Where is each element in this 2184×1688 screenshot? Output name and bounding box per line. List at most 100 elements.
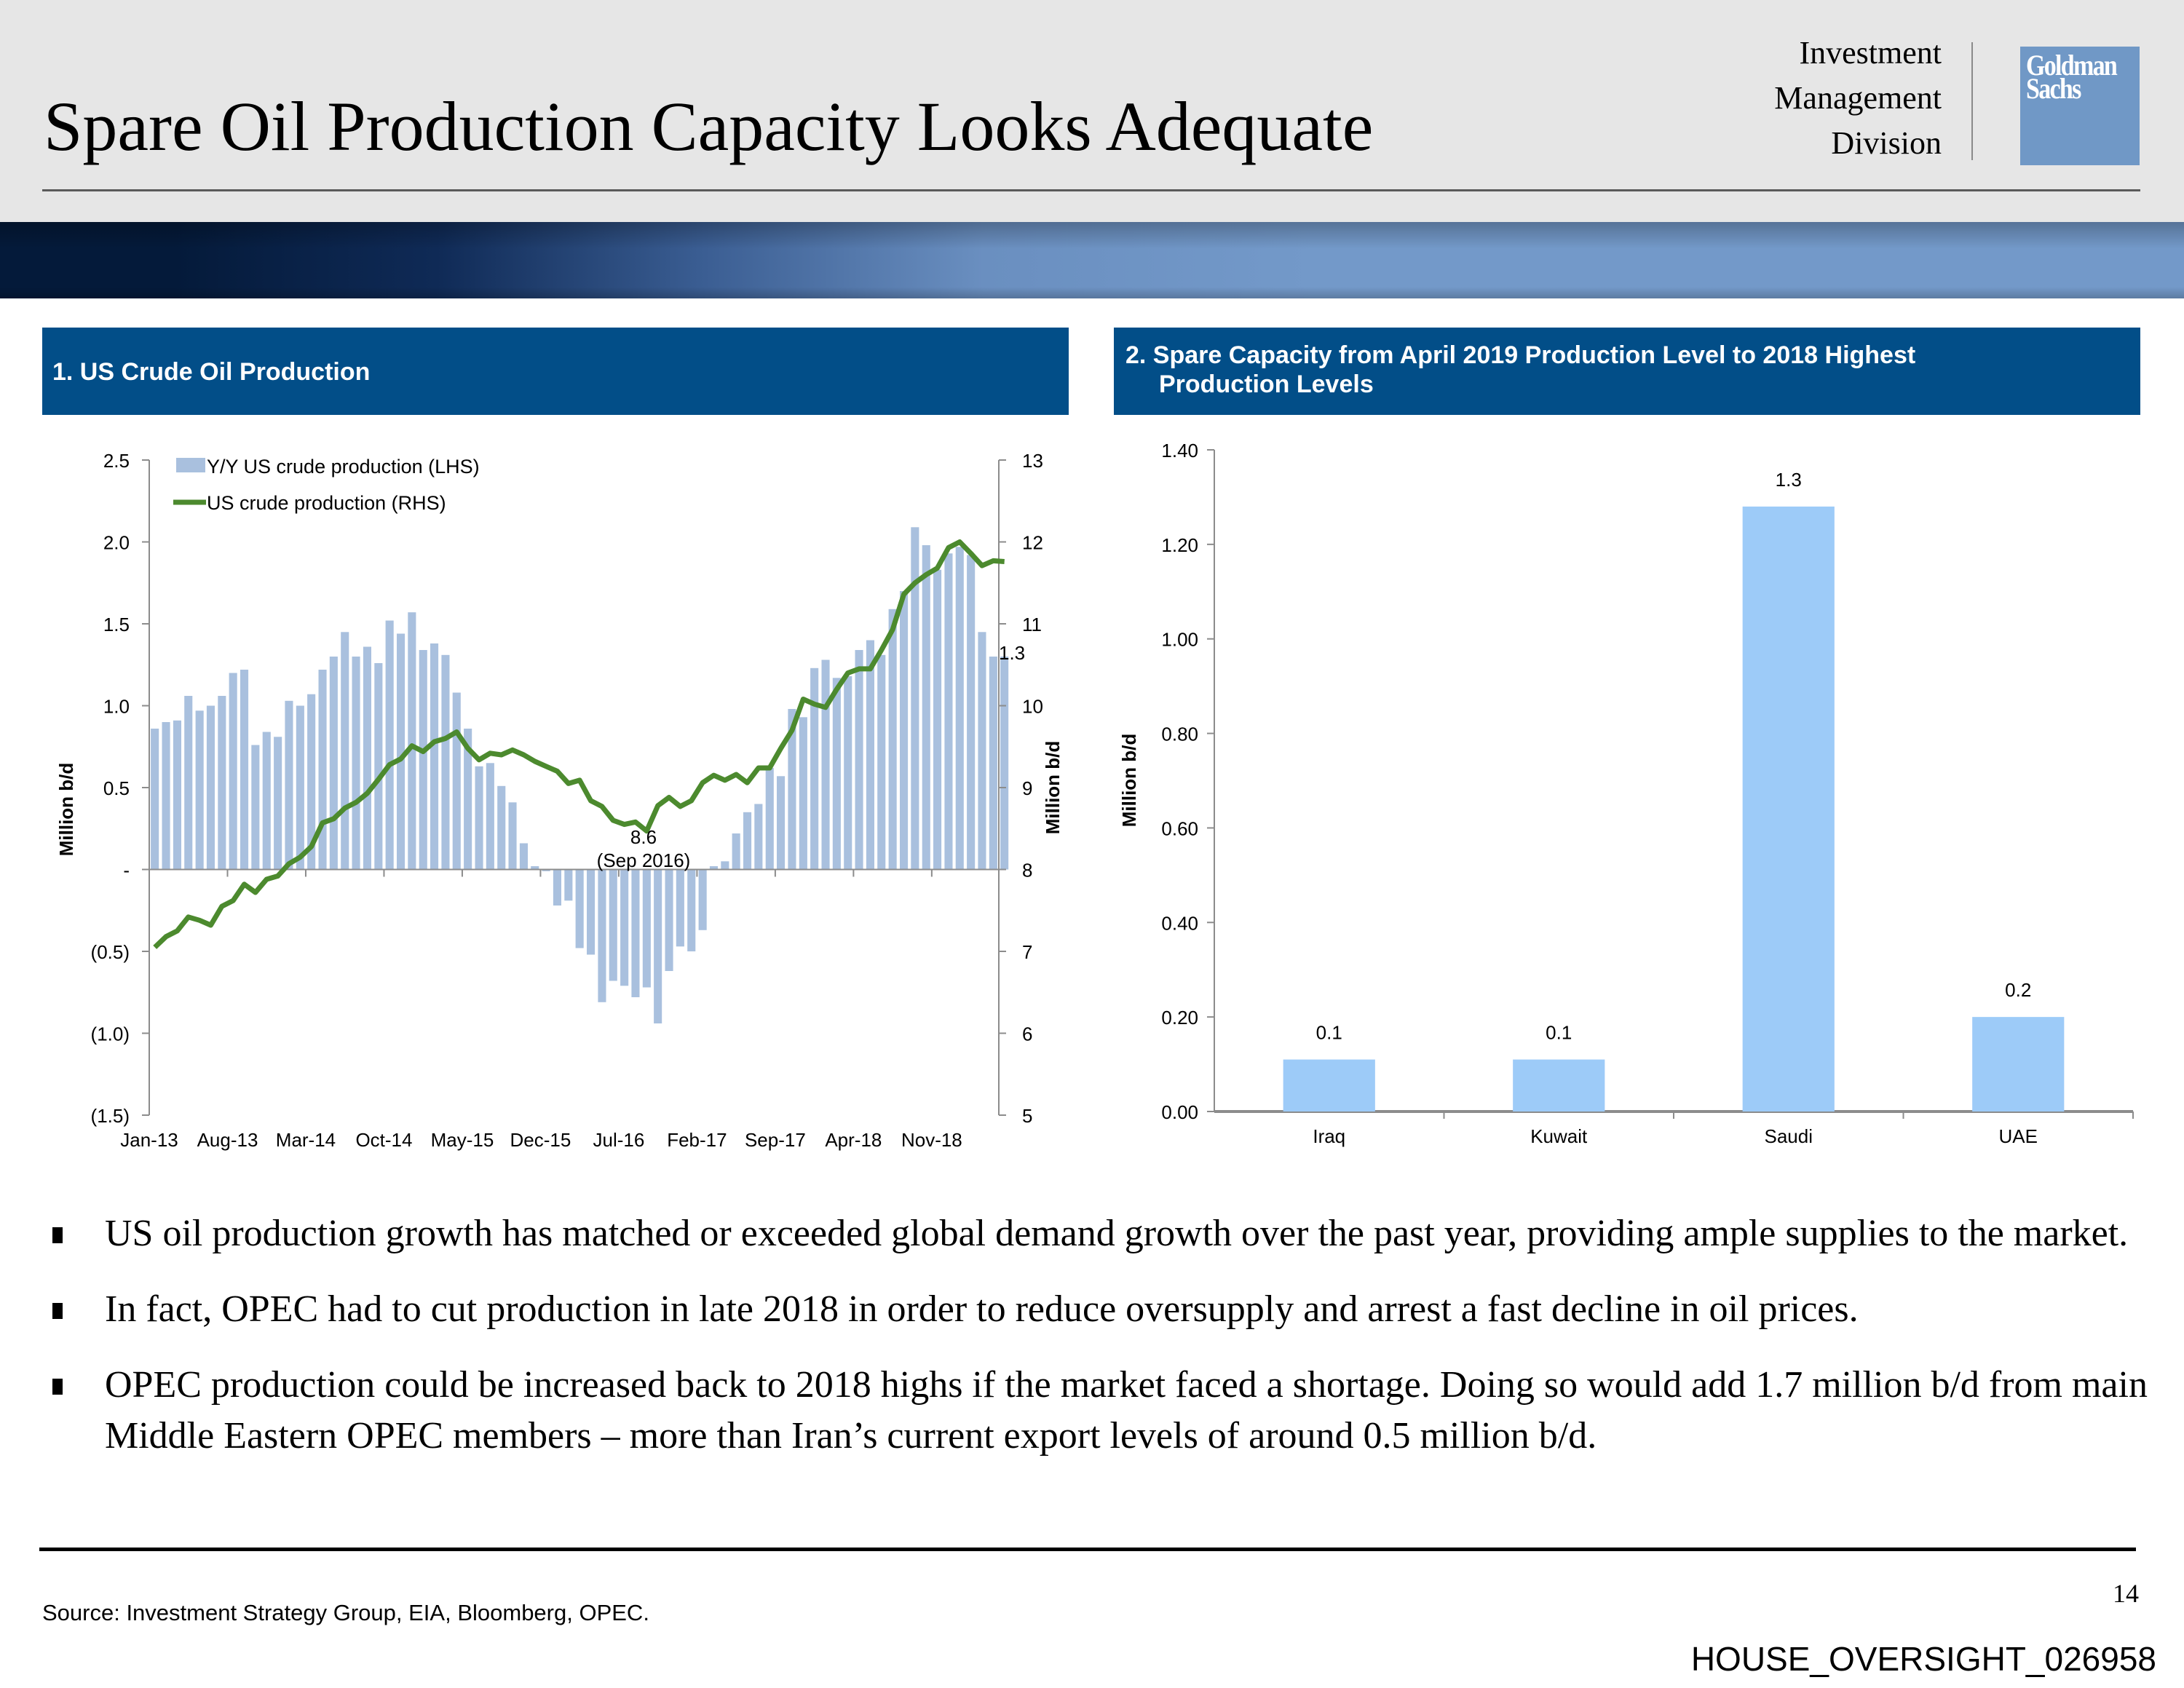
yoy-bar xyxy=(497,785,506,870)
chart2-y-tick-label: 0.60 xyxy=(1161,817,1198,839)
panel-1-header: 1. US Crude Oil Production xyxy=(42,328,1069,415)
chart2-data-labels: 0.1 0.1 1.3 0.2 xyxy=(1316,469,2032,1044)
yoy-bar xyxy=(967,555,976,870)
panel-1-title: 1. US Crude Oil Production xyxy=(52,358,371,386)
yoy-bar xyxy=(609,869,617,981)
bullet-text: US oil production growth has matched or … xyxy=(105,1213,2129,1254)
chart2-category-label: UAE xyxy=(1999,1125,2038,1147)
yoy-bar xyxy=(676,869,684,947)
yoy-bar xyxy=(665,869,673,971)
bullet-square-icon xyxy=(52,1379,63,1395)
yoy-bar xyxy=(251,745,260,870)
chart2-y-tick-labels: 0.00 0.20 0.40 0.60 0.80 1.00 1.20 1.40 xyxy=(1161,440,1198,1123)
right-axis-tick-labels: 13 12 11 10 9 8 7 6 5 xyxy=(1022,450,1043,1127)
yoy-bar xyxy=(464,729,472,870)
chart2-category-label: Saudi xyxy=(1765,1125,1813,1147)
x-axis-tick-labels: Jan-13 Aug-13 Mar-14 Oct-14 May-15 Dec-15 Jul-… xyxy=(120,1129,962,1151)
us-crude-production-chart: 2.5 2.0 1.5 1.0 0.5 - (0.5) (1.0) (1.5) 13 12 11 10… xyxy=(55,450,1064,1151)
yoy-bar xyxy=(408,612,416,870)
right-axis-tick-label: 7 xyxy=(1022,941,1032,963)
yoy-bar xyxy=(955,547,964,870)
production-line xyxy=(153,539,1005,949)
footer-rule xyxy=(39,1548,2136,1551)
bullet-item: US oil production growth has matched or … xyxy=(44,1208,2155,1259)
source-note: Source: Investment Strategy Group, EIA, … xyxy=(42,1600,649,1625)
yoy-bar xyxy=(911,527,919,870)
left-axis-tick-label: 2.5 xyxy=(103,450,130,472)
right-axis-tick-label: 11 xyxy=(1022,614,1042,635)
yoy-bar xyxy=(721,861,729,870)
division-line-1: Investment xyxy=(1799,35,1942,71)
yoy-bar xyxy=(821,659,830,870)
yoy-bar xyxy=(508,802,517,870)
bullet-text: OPEC production could be increased back … xyxy=(105,1364,2148,1457)
yoy-bar xyxy=(810,667,819,870)
header-separator xyxy=(1971,42,1973,160)
yoy-bar xyxy=(363,646,371,870)
left-axis-tick-label: (1.5) xyxy=(91,1105,130,1127)
x-axis-tick-label: Mar-14 xyxy=(276,1129,336,1151)
yoy-bar xyxy=(262,732,271,870)
chart2-data-label: 0.1 xyxy=(1316,1022,1342,1044)
page-number: 14 xyxy=(2113,1579,2139,1608)
division-line-2: Management xyxy=(1774,80,1942,116)
right-axis-tick-label: 9 xyxy=(1022,777,1032,799)
chart2-y-tick-label: 0.80 xyxy=(1161,724,1198,745)
yoy-bar xyxy=(575,869,584,948)
chart2-y-tick-label: 1.20 xyxy=(1161,534,1198,556)
spare-capacity-bars xyxy=(1283,506,2065,1112)
chart2-y-tick-label: 1.00 xyxy=(1161,629,1198,651)
bullet-square-icon xyxy=(52,1303,63,1319)
yoy-bar xyxy=(307,694,316,870)
spare-capacity-bar xyxy=(1972,1017,2065,1112)
logo-line-1: Goldman xyxy=(2026,49,2118,82)
chart2-y-tick-label: 0.40 xyxy=(1161,912,1198,934)
yoy-bar xyxy=(877,654,886,870)
bullet-square-icon xyxy=(52,1227,63,1243)
yoy-bar xyxy=(587,869,596,955)
bates-number: HOUSE_OVERSIGHT_026958 xyxy=(1690,1640,2156,1678)
yoy-bar xyxy=(654,869,662,1023)
x-axis-tick-label: May-15 xyxy=(431,1129,494,1151)
yoy-bar xyxy=(173,720,181,870)
yoy-bar xyxy=(352,657,360,870)
yoy-bar xyxy=(989,657,997,870)
right-axis-tick-label: 8 xyxy=(1022,860,1032,881)
bullet-item: In fact, OPEC had to cut production in l… xyxy=(44,1284,2155,1335)
x-axis-tick-label: Feb-17 xyxy=(667,1129,727,1151)
yoy-bar xyxy=(866,640,874,870)
yoy-bar xyxy=(519,843,528,870)
x-axis-tick-label: Jul-16 xyxy=(593,1129,645,1151)
x-axis-tick-label: Oct-14 xyxy=(355,1129,412,1151)
yoy-bar xyxy=(564,869,573,901)
slide-title: Spare Oil Production Capacity Looks Adeq… xyxy=(44,87,1374,165)
chart1-axes xyxy=(142,459,1006,1116)
trough-annotation-value: 8.6 xyxy=(630,826,657,848)
yoy-bar xyxy=(318,670,327,870)
panel-2-header: 2. Spare Capacity from April 2019 Produc… xyxy=(1114,328,2140,415)
commentary-bullets: US oil production growth has matched or … xyxy=(44,1208,2155,1486)
yoy-bar xyxy=(274,737,282,870)
yoy-bar xyxy=(832,678,841,870)
x-axis-tick-label: Nov-18 xyxy=(901,1129,962,1151)
left-axis-tick-label: (0.5) xyxy=(91,941,130,963)
trough-annotation-date: (Sep 2016) xyxy=(597,849,691,871)
right-axis-label: Million b/d xyxy=(1042,741,1064,835)
yoy-bar xyxy=(151,729,159,870)
yoy-bar xyxy=(844,676,852,870)
right-axis-tick-label: 6 xyxy=(1022,1023,1032,1045)
division-line-3: Division xyxy=(1831,125,1942,161)
division-label: Investment Management Division xyxy=(1774,31,1942,166)
yoy-bar xyxy=(374,663,383,870)
left-axis-tick-label: 2.0 xyxy=(103,532,130,554)
yoy-bar xyxy=(743,812,752,870)
panel-2-title-line-1: 2. Spare Capacity from April 2019 Produc… xyxy=(1125,341,1916,369)
yoy-bar xyxy=(285,700,293,870)
yoy-bar xyxy=(698,869,707,930)
yoy-bar xyxy=(642,869,651,988)
bullet-item: OPEC production could be increased back … xyxy=(44,1360,2155,1462)
yoy-bar xyxy=(933,569,942,870)
left-axis-tick-label: - xyxy=(123,860,130,881)
spare-capacity-bar xyxy=(1742,506,1835,1112)
yoy-bar xyxy=(978,632,986,870)
